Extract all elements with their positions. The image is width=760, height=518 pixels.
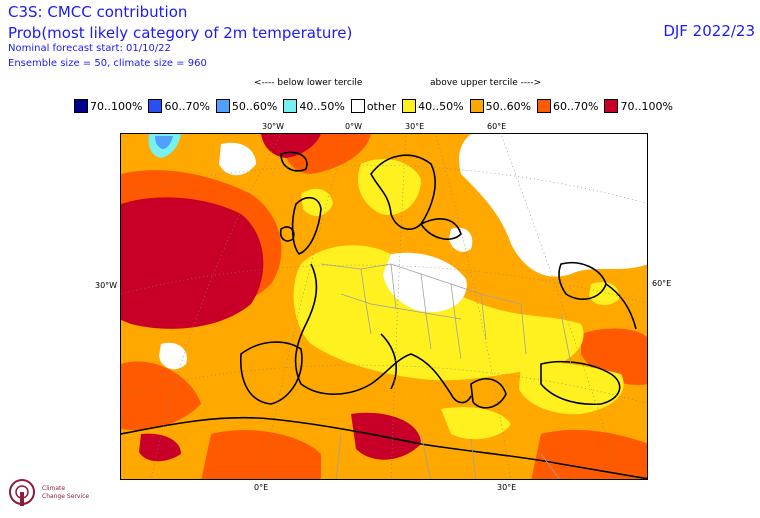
legend-item-below-70-100: 70..100% [74, 99, 142, 113]
axis-label-left-30w: 30°W [95, 281, 118, 290]
prob-50-60-below-patch [155, 136, 173, 149]
legend-swatch [215, 99, 230, 113]
legend-label: 50..60% [485, 99, 532, 113]
country-borders [320, 263, 572, 479]
legend-item-other: other [350, 99, 397, 113]
legend-item-below-40-50: 40..50% [283, 99, 345, 113]
legend-swatch [283, 99, 298, 113]
c3s-logo: Climate Change Service [4, 474, 114, 514]
season-label: DJF 2022/23 [663, 22, 755, 40]
legend-swatch [604, 99, 619, 113]
legend-label: 50..60% [231, 99, 278, 113]
legend-swatch [74, 99, 88, 113]
legend-label: 60..70% [553, 99, 599, 113]
ensemble-info: Ensemble size = 50, climate size = 960 [8, 58, 207, 69]
prob-40-50-above-patches [293, 159, 624, 440]
below-tercile-label: <---- below lower tercile [254, 78, 363, 88]
legend-label: 40..50% [299, 99, 345, 113]
axis-label-right-60e: 60°E [652, 279, 672, 288]
legend-swatch [537, 99, 552, 113]
axis-label-top-0w: 0°W [345, 122, 362, 131]
graticule [121, 134, 647, 479]
coastlines [121, 151, 647, 479]
logo-line-2: Change Service [42, 493, 89, 500]
legend-item-below-50-60: 50..60% [215, 99, 278, 113]
legend-label: other [366, 99, 397, 113]
legend-swatch [148, 99, 163, 113]
color-legend: 70..100% 60..70% 50..60% 40..50% other 4… [74, 98, 679, 114]
legend-swatch [469, 99, 484, 113]
above-tercile-label: above upper tercile ----> [430, 78, 542, 88]
legend-item-above-60-70: 60..70% [537, 99, 598, 113]
probability-map [120, 133, 648, 480]
axis-label-top-30w: 30°W [262, 122, 285, 131]
map-title: C3S: CMCC contribution [8, 3, 188, 21]
map-subtitle: Prob(most likely category of 2m temperat… [8, 24, 353, 42]
axis-label-bottom-0e: 0°E [254, 483, 269, 492]
axis-label-bottom-30e: 30°E [497, 483, 517, 492]
legend-label: 70..100% [90, 99, 143, 113]
legend-item-below-60-70: 60..70% [148, 99, 210, 113]
legend-label: 70..100% [620, 99, 673, 113]
prob-70-100-above-patches [121, 134, 421, 462]
prob-other-central [383, 252, 467, 313]
forecast-start: Nominal forecast start: 01/10/22 [8, 43, 171, 54]
legend-swatch [350, 99, 365, 113]
legend-item-above-40-50: 40..50% [402, 99, 464, 113]
axis-label-top-30e: 30°E [405, 122, 425, 131]
legend-item-above-50-60: 50..60% [469, 99, 532, 113]
axis-label-top-60e: 60°E [487, 122, 507, 131]
legend-label: 40..50% [418, 99, 464, 113]
legend-swatch [402, 99, 417, 113]
legend-item-above-70-100: 70..100% [604, 99, 673, 113]
logo-line-1: Climate [42, 485, 65, 492]
legend-label: 60..70% [164, 99, 210, 113]
